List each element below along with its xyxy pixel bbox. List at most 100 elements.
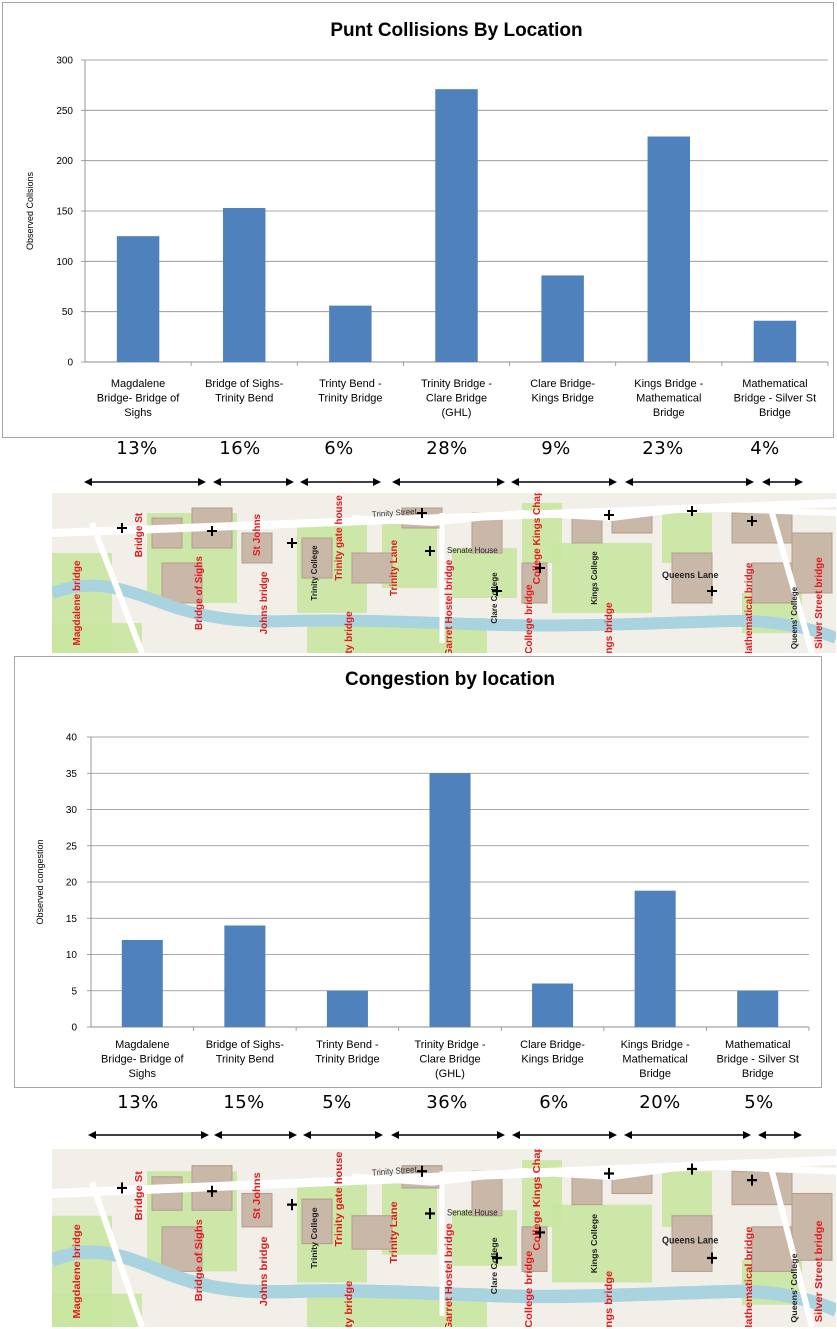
road [351, 504, 836, 527]
building [241, 1192, 273, 1228]
park-area [52, 623, 142, 653]
x-tick-label: Kings Bridge -Mathematical Bridge [634, 378, 703, 419]
x-tick-label: Trinty Bend -Trinity Bridge [318, 378, 382, 405]
y-tick-label: 35 [66, 769, 78, 780]
road [769, 1170, 815, 1327]
church-icon [535, 563, 545, 573]
congestion-chart-svg: Congestion by location Observed congestio… [35, 669, 810, 1080]
church-icon [117, 1182, 127, 1194]
building [791, 1192, 833, 1261]
map-label-red: Clare College bridge [523, 1251, 534, 1327]
segment-arrow [214, 1131, 297, 1139]
segment-arrow [392, 478, 505, 486]
segment-percentage: 16% [219, 438, 261, 459]
map-label-black: Clare College [490, 572, 499, 624]
y-tick-label: 100 [56, 257, 73, 268]
church-icon [604, 510, 614, 520]
building [301, 1198, 333, 1245]
park-area [452, 1210, 517, 1266]
segment-arrow [84, 478, 206, 486]
congestion-segment-arrows [0, 1127, 837, 1143]
collisions-chart: Punt Collisions By Location Observed Coll… [2, 2, 834, 438]
bar [541, 275, 584, 362]
segment-percentage: 13% [117, 1092, 159, 1113]
map-label-red: Magdalene bridge [71, 1224, 82, 1319]
map-label-red: Garret Hostel bridge [444, 559, 455, 653]
map-label-black: Kings College [589, 1214, 598, 1274]
map-label-black: Kings College [590, 551, 599, 605]
map-label-red: Garret Hostel bridge [443, 1223, 454, 1327]
segment-arrow [88, 1131, 209, 1139]
bar [116, 236, 160, 362]
segment-percentage: 23% [642, 438, 684, 459]
river-cam [52, 1245, 836, 1317]
segment-percentage: 36% [426, 1092, 468, 1113]
map-label-red: St Johns [251, 1172, 262, 1219]
building [351, 1215, 393, 1250]
chart-title: Congestion by location [345, 669, 555, 690]
segment-arrow [213, 478, 294, 486]
church-icon [687, 506, 697, 516]
bar [753, 320, 797, 362]
building [161, 1226, 203, 1272]
segment-arrow [303, 1131, 383, 1139]
segment-percentage: 5% [744, 1092, 774, 1113]
segment-arrow [625, 478, 754, 486]
map-label-red: College Kings Chapel [531, 1149, 542, 1251]
map-label-red: Clare College bridge [524, 584, 535, 653]
map-label-black: Trinity College [309, 1207, 318, 1269]
building [301, 537, 333, 579]
y-tick-label: 10 [66, 950, 78, 961]
y-tick-label: 200 [56, 156, 73, 167]
building [521, 562, 548, 604]
church-icon [287, 1199, 297, 1211]
segment-arrow [758, 1131, 802, 1139]
bar [737, 990, 779, 1027]
church-icon [707, 586, 717, 596]
y-tick-label: 30 [66, 805, 78, 816]
x-tick-label: Clare Bridge-Kings Bridge [520, 1039, 585, 1066]
building [521, 1226, 548, 1272]
building [151, 1176, 183, 1211]
map-street-label: Trinity Street [372, 507, 418, 519]
bar [634, 890, 676, 1027]
river-map-top: Bridge St St Johns Trinity gate house Trini… [52, 493, 836, 653]
map-street-label: Senate House [447, 1207, 498, 1218]
building [161, 562, 203, 604]
bar [224, 925, 266, 1027]
church-icon [535, 1226, 545, 1238]
segment-arrow [300, 478, 381, 486]
y-tick-label: 5 [71, 986, 77, 997]
map-svg: Bridge St St Johns Trinity gate house Trini… [52, 1149, 836, 1327]
arrow-group [84, 478, 803, 486]
map-label-red: Trinity Lane [389, 540, 400, 597]
segment-arrow [391, 1131, 505, 1139]
map-label-red: Bridge of Sighs [193, 1219, 204, 1301]
map-svg: Bridge St St Johns Trinity gate house Trini… [52, 493, 836, 653]
building [731, 512, 793, 544]
map-label-red: Bridge of Sighs [194, 556, 205, 630]
x-tick-label: Bridge of Sighs-Trinity Bend [206, 1039, 285, 1066]
segment-arrow [762, 478, 803, 486]
road [89, 1181, 145, 1327]
bar [435, 89, 478, 363]
y-tick-label: 0 [71, 1023, 77, 1034]
map-label-red: Mathematical bridge [744, 562, 755, 653]
segment-percentage: 9% [541, 438, 571, 459]
segment-percentage: 20% [639, 1092, 681, 1113]
map-label-red: Trinity bridge [344, 611, 355, 653]
church-icon [747, 516, 757, 526]
map-label-red: Bridge St [134, 512, 145, 557]
church-icon [492, 586, 502, 596]
river-cam [52, 579, 836, 644]
collision-segment-arrows [0, 474, 837, 490]
road [769, 512, 815, 653]
map-label-red: Silver Street bridge [813, 1220, 824, 1322]
map-label-black: Queens’ College [790, 586, 799, 649]
map-label-black: Trinity College [310, 545, 319, 601]
bar [429, 773, 471, 1027]
map-label-red: Johns bridge [259, 571, 270, 634]
church-icon [207, 1185, 217, 1197]
map-label-red: Trinity bridge [343, 1281, 354, 1327]
congestion-percentages: 13% 15% 5% 36% 6% 20% 5% [0, 1092, 837, 1122]
